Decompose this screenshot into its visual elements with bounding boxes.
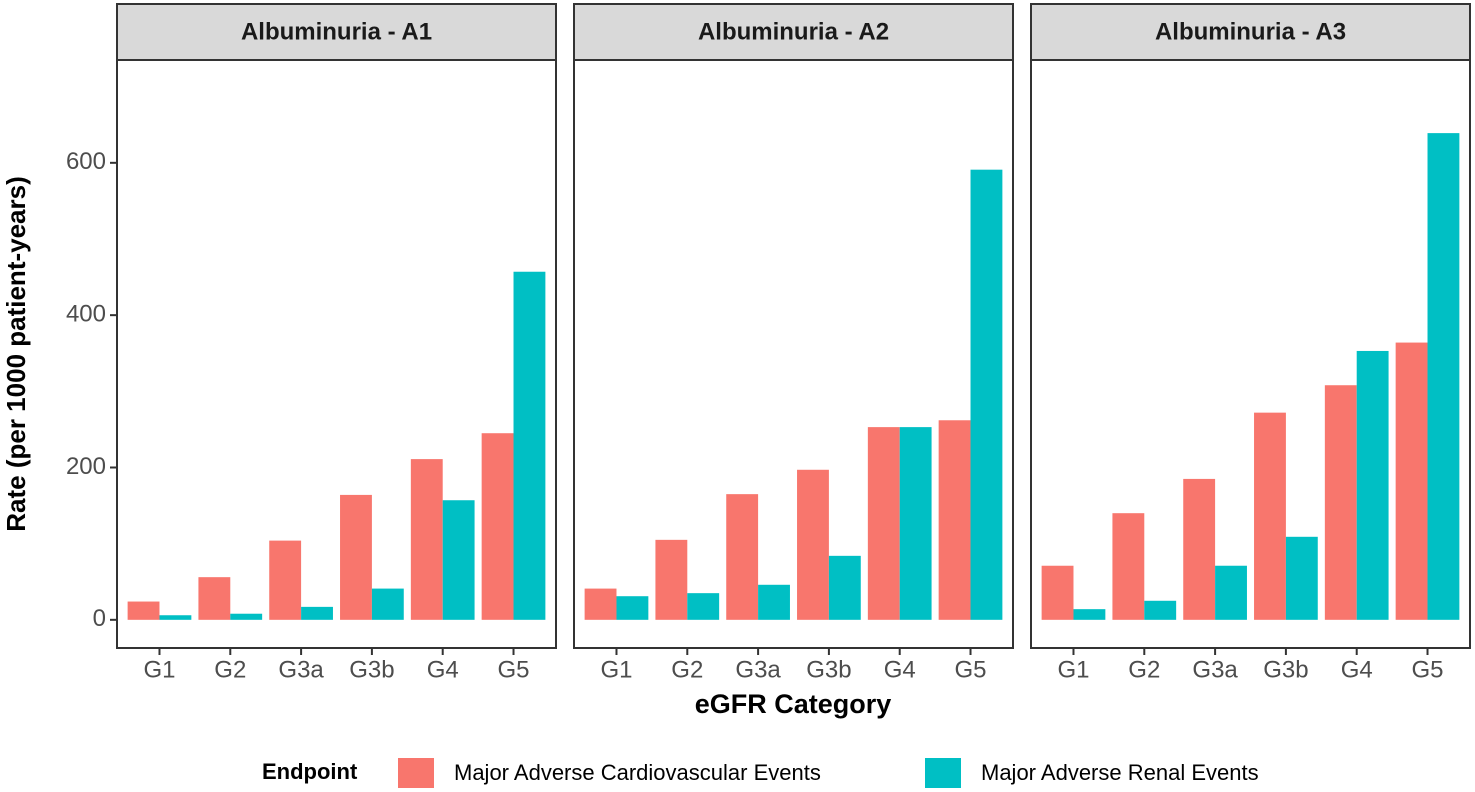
strip (116, 3, 557, 61)
bar (1144, 600, 1177, 620)
bar (687, 593, 720, 620)
bar (970, 169, 1003, 620)
x-tick-label: G3b (806, 656, 851, 683)
bar (340, 494, 372, 620)
bar (127, 601, 160, 620)
x-tick-label: G2 (214, 656, 246, 683)
bar (269, 540, 302, 620)
panel-border (573, 59, 1014, 649)
legend-swatch (398, 758, 434, 788)
x-tick-label: G2 (1128, 656, 1160, 683)
x-tick-label: G1 (143, 656, 175, 683)
bar (899, 427, 932, 620)
x-tick-label: G4 (1341, 656, 1373, 683)
bar (584, 588, 617, 620)
x-tick-label: G3b (1263, 656, 1308, 683)
x-tick-label: G3a (735, 656, 781, 683)
legend-swatch (925, 758, 961, 788)
bar (301, 606, 333, 620)
bar (1324, 385, 1357, 620)
legend-title: Endpoint (262, 759, 358, 784)
x-axis-title: eGFR Category (695, 689, 892, 719)
bar (1285, 536, 1318, 620)
bar (410, 459, 443, 620)
panel-border (1030, 59, 1471, 649)
x-tick-label: G1 (600, 656, 632, 683)
bar (616, 596, 649, 620)
bar (1215, 565, 1247, 620)
x-tick-label: G4 (427, 656, 459, 683)
x-tick-label: G3a (1192, 656, 1238, 683)
facet-title: Albuminuria - A2 (698, 18, 889, 45)
y-tick-label: 0 (93, 605, 106, 632)
x-tick-label: G3b (349, 656, 394, 683)
bar (1041, 565, 1074, 620)
x-tick-label: G5 (498, 656, 530, 683)
x-tick-label: G2 (671, 656, 703, 683)
bar (867, 427, 900, 620)
bar (1395, 342, 1428, 620)
bar (442, 500, 475, 620)
legend-label: Major Adverse Renal Events (981, 760, 1259, 785)
bar (726, 494, 759, 620)
x-tick-label: G5 (955, 656, 987, 683)
bar (1427, 133, 1460, 620)
panel-border (116, 59, 557, 649)
bar (371, 588, 404, 620)
legend-label: Major Adverse Cardiovascular Events (454, 760, 821, 785)
x-tick-label: G5 (1412, 656, 1444, 683)
bar (198, 577, 231, 620)
x-tick-label: G3a (278, 656, 324, 683)
strip (1030, 3, 1471, 61)
bar (159, 615, 192, 620)
x-tick-label: G1 (1057, 656, 1089, 683)
bar (828, 555, 861, 620)
y-tick-label: 200 (66, 453, 106, 480)
strip (573, 3, 1014, 61)
facet-title: Albuminuria - A1 (241, 18, 432, 45)
y-axis-title: Rate (per 1000 patient-years) (1, 176, 31, 531)
bar (758, 584, 790, 620)
x-tick-label: G4 (884, 656, 916, 683)
bar (1112, 513, 1145, 620)
bar (1183, 478, 1216, 620)
bar (938, 420, 971, 620)
bar (797, 469, 829, 620)
bar (1073, 609, 1106, 620)
bar (230, 613, 263, 620)
y-tick-label: 600 (66, 148, 106, 175)
bar (1356, 350, 1389, 620)
y-tick-label: 400 (66, 300, 106, 327)
facet-title: Albuminuria - A3 (1155, 18, 1346, 45)
bar (481, 433, 514, 620)
bar (1254, 412, 1286, 620)
bar (513, 271, 546, 620)
bar (655, 539, 688, 620)
